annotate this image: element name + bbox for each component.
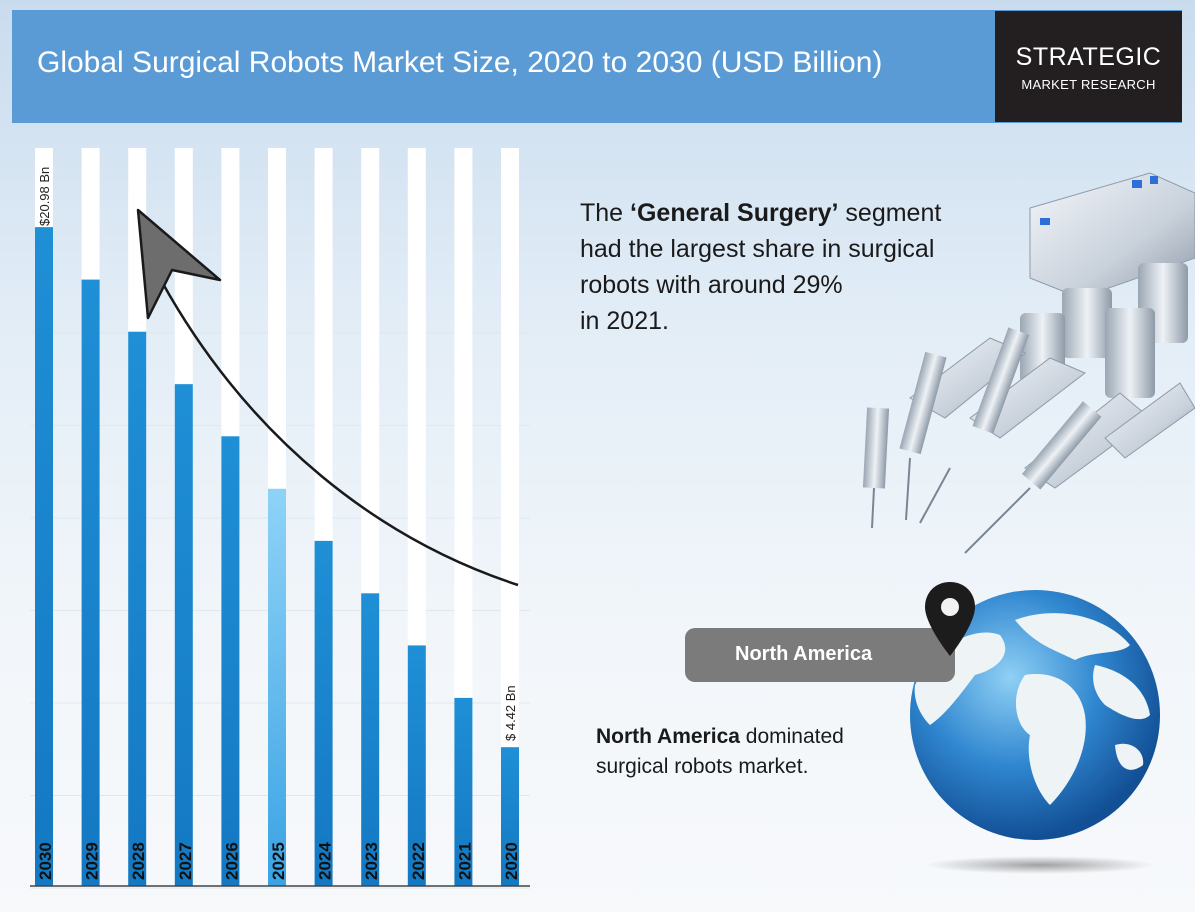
bar-track <box>501 148 519 886</box>
bar-2020 <box>501 747 519 886</box>
bar-2025 <box>268 488 286 886</box>
bar-2030 <box>35 227 53 886</box>
region-note-rest2: surgical robots market. <box>596 755 809 778</box>
bar-2027 <box>174 384 193 886</box>
region-pill-label: North America <box>735 643 873 665</box>
logo-line1: STRATEGIC <box>1015 43 1162 71</box>
segment-note-line4: in 2021. <box>580 307 669 335</box>
header-banner: Global Surgical Robots Market Size, 2020… <box>12 10 1182 123</box>
segment-highlight: ‘General Surgery’ <box>630 199 839 227</box>
category-label-2023: 2023 <box>362 842 381 880</box>
region-note-bold: North America <box>596 725 740 748</box>
bars <box>35 227 519 886</box>
region-note: North America dominated surgical robots … <box>596 722 926 782</box>
category-label-2025: 2025 <box>269 842 288 880</box>
trend-arrow <box>136 208 519 587</box>
segment-note-line2: had the largest share in surgical <box>580 235 935 263</box>
category-label-2028: 2028 <box>129 842 148 880</box>
category-label-2024: 2024 <box>316 842 335 880</box>
bar-2029 <box>81 279 100 886</box>
bar-2023 <box>361 593 380 886</box>
category-labels: 2030 2029 2028 2027 2026 2025 2024 2023 2022 2021… <box>36 842 521 880</box>
logo-line2: MARKET RESEARCH <box>1021 77 1156 92</box>
segment-note-prefix: The <box>580 199 631 227</box>
category-label-2021: 2021 <box>455 842 474 880</box>
brand-logo: STRATEGIC MARKET RESEARCH <box>995 11 1182 122</box>
data-label-2020: $ 4.42 Bn <box>503 685 518 741</box>
category-label-2020: 2020 <box>502 842 521 880</box>
region-note-rest1: dominated <box>739 725 844 748</box>
data-labels: $20.98 Bn $ 4.42 Bn <box>37 167 518 741</box>
category-label-2030: 2030 <box>36 842 55 880</box>
category-label-2027: 2027 <box>176 842 195 880</box>
location-pin-icon <box>925 582 975 656</box>
bar-2022 <box>407 645 426 886</box>
page-title: Global Surgical Robots Market Size, 2020… <box>37 46 883 79</box>
segment-note-line3: robots with around 29% <box>580 271 843 299</box>
bar-2021 <box>454 697 473 886</box>
region-pill: North America <box>685 628 955 682</box>
bar-2028 <box>128 331 147 886</box>
category-label-2026: 2026 <box>222 842 241 880</box>
segment-note-suffix: segment <box>838 199 942 227</box>
bar-2024 <box>314 540 333 886</box>
bar-2026 <box>221 436 240 886</box>
category-label-2022: 2022 <box>409 842 428 880</box>
segment-note: The ‘General Surgery’ segment had the la… <box>580 195 1020 339</box>
data-label-2030: $20.98 Bn <box>37 167 52 226</box>
category-label-2029: 2029 <box>83 842 102 880</box>
surgical-robot-illustration <box>862 172 1195 554</box>
market-size-bar-chart: 2030 2029 2028 2027 2026 2025 2024 2023 2022 2021… <box>30 148 530 889</box>
